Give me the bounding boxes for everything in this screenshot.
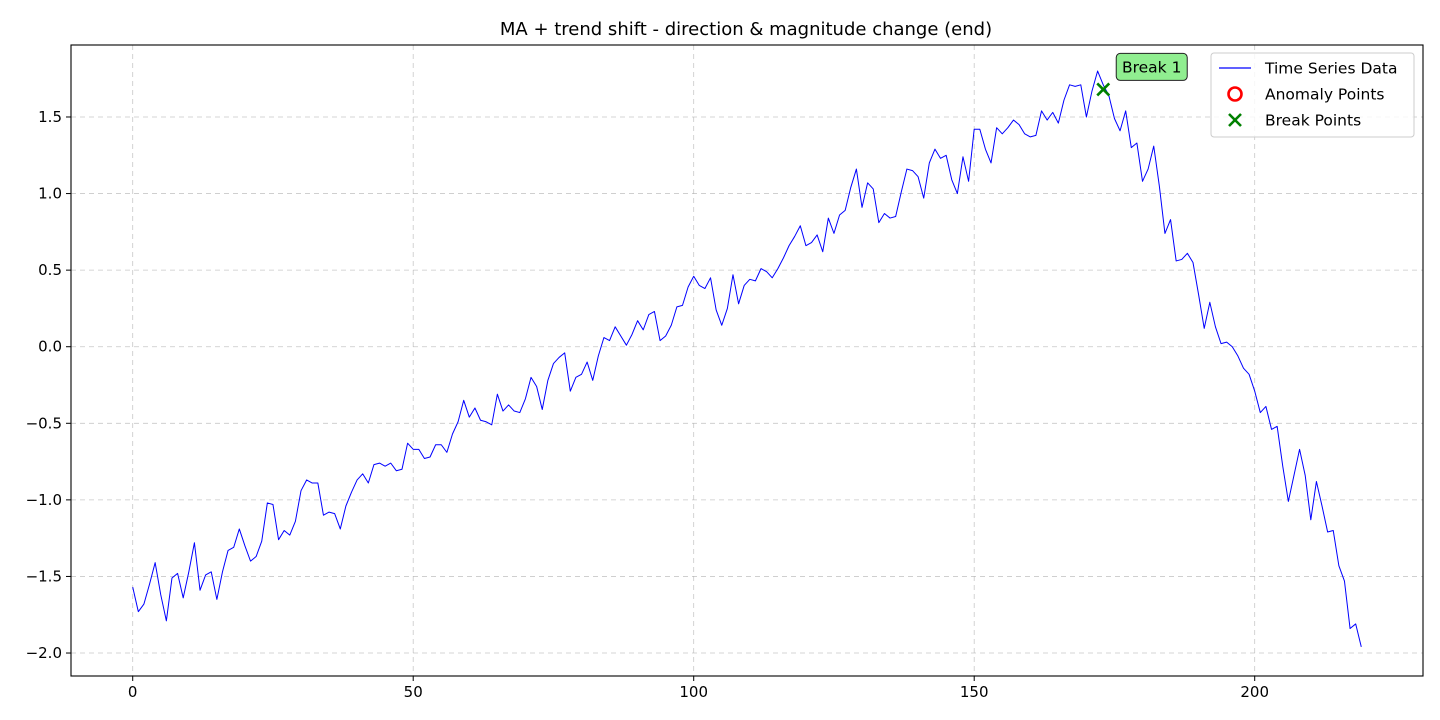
legend-label: Time Series Data xyxy=(1264,60,1397,78)
legend-item: Anomaly Points xyxy=(1227,86,1384,104)
break-annotation-box xyxy=(1115,52,1188,81)
legend-x-stroke xyxy=(1228,113,1242,127)
axis-ticks: 0 50 100 150 200 1.5 1.0 0.5 0.0 −0.5 −1.0 −1.5 −2.0 xyxy=(26,108,1269,701)
break-point-marker xyxy=(1096,82,1111,97)
legend-box xyxy=(1210,52,1415,138)
break-point-stroke xyxy=(1096,82,1111,97)
break-annotation-label: Break 1 xyxy=(1122,58,1181,76)
legend-item: Time Series Data xyxy=(1219,60,1397,78)
plot-area-frame xyxy=(70,44,1424,677)
legend-item: Break Points xyxy=(1228,112,1361,130)
y-tick-label: 0.5 xyxy=(38,261,62,279)
y-tick-label: −0.5 xyxy=(26,414,62,432)
series-line-time-series-data xyxy=(132,70,1362,648)
legend-label: Anomaly Points xyxy=(1265,86,1384,104)
break-annotation: Break 1 xyxy=(1115,52,1188,81)
legend: Time Series Data Anomaly Points Break Poin… xyxy=(1210,52,1415,138)
legend-x-icon xyxy=(1228,113,1242,127)
x-tick-label: 200 xyxy=(1240,683,1269,701)
y-tick-label: −2.0 xyxy=(26,644,62,662)
legend-label: Break Points xyxy=(1265,112,1361,130)
x-tick-label: 150 xyxy=(960,683,989,701)
y-tick-label: −1.5 xyxy=(26,567,62,585)
x-tick-label: 0 xyxy=(128,683,138,701)
y-tick-label: 1.5 xyxy=(38,108,62,126)
y-tick-label: 0.0 xyxy=(38,338,62,356)
series-layer xyxy=(132,70,1362,648)
annotations: Break 1 xyxy=(1115,52,1188,81)
chart-title: MA + trend shift - direction & magnitude… xyxy=(500,19,992,40)
x-tick-label: 50 xyxy=(404,683,423,701)
grid xyxy=(71,45,1423,676)
legend-circle-icon xyxy=(1227,86,1243,102)
y-tick-label: −1.0 xyxy=(26,491,62,509)
x-tick-label: 100 xyxy=(679,683,708,701)
y-tick-label: 1.0 xyxy=(38,185,62,203)
